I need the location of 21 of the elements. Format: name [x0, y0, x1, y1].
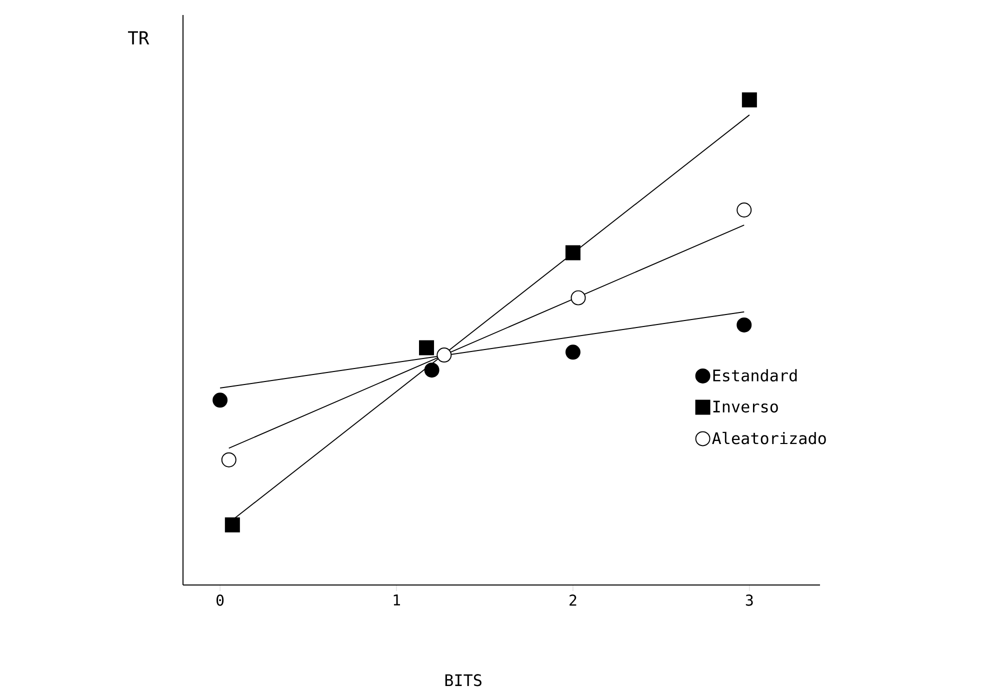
legend-label: Inverso	[713, 400, 778, 413]
point	[224, 517, 240, 532]
point	[565, 245, 580, 260]
x-tick-label: 3	[746, 594, 753, 606]
y-axis-title: TR	[128, 31, 150, 44]
x-axis-title: BITS	[445, 674, 482, 686]
point	[436, 348, 452, 363]
x-tick-label: 2	[570, 594, 576, 606]
point	[565, 344, 580, 360]
point	[419, 340, 434, 356]
x-tick-label: 1	[394, 594, 400, 606]
point	[570, 290, 586, 306]
x-tick-label: 0	[216, 594, 224, 606]
point	[736, 202, 752, 218]
legend-label: Estandard	[713, 369, 797, 382]
legend-label: Aleatorizado	[712, 432, 826, 444]
point	[736, 317, 752, 332]
point	[212, 392, 228, 408]
point	[742, 92, 757, 108]
point	[424, 362, 440, 378]
point	[221, 452, 236, 468]
